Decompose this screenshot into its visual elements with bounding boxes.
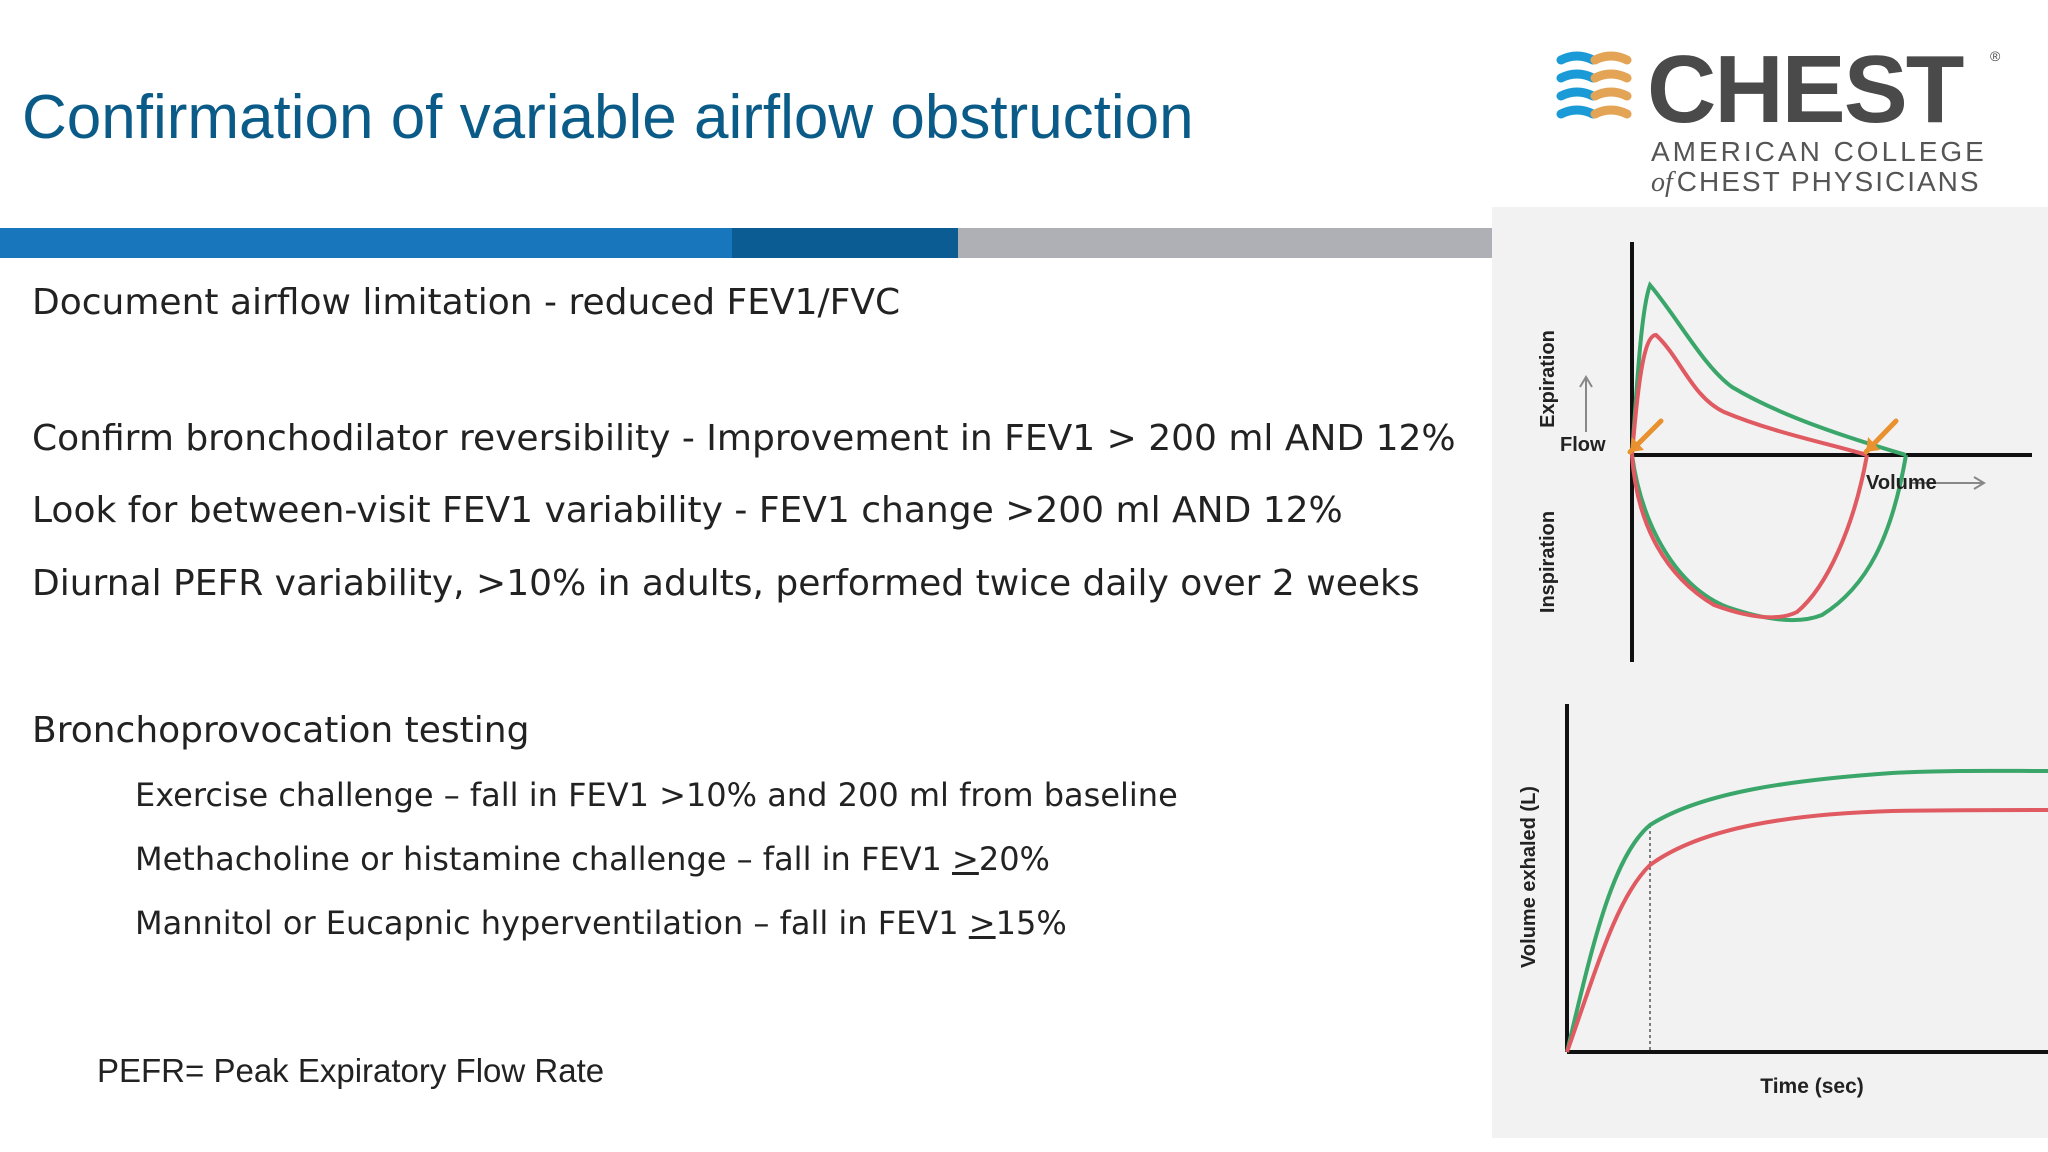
logo-subtitle-line2: of CHEST PHYSICIANS [1651,166,1981,199]
label-flow: Flow [1560,434,1606,456]
logo-subtitle-line2-text: CHEST PHYSICIANS [1676,166,1981,197]
logo-registered-mark: ® [1990,48,2001,64]
bullet-airflow-limitation: Document airflow limitation - reduced FE… [32,282,901,323]
flow-up-arrow-head [1579,375,1593,388]
logo-subtitle-line1: AMERICAN COLLEGE [1651,136,1987,167]
red-volume-curve [1565,808,2048,1053]
flow-volume-loop: Expiration Inspiration Flow Volume [1537,242,2032,662]
logo-wordmark: CHEST [1647,36,1964,143]
sub-bullet-exercise: Exercise challenge – fall in FEV1 >10% a… [135,776,1178,814]
chest-logo-mark-icon [1556,51,1632,119]
label-inspiration: Inspiration [1537,511,1559,613]
sub-bullet-mannitol: Mannitol or Eucapnic hyperventilation – … [135,904,1067,942]
spirometry-figure-svg: Expiration Inspiration Flow Volume Volum… [1518,242,2048,1098]
volume-time-curve: Volume exhaled (L) Time (sec) [1518,704,2048,1098]
header-band-gray [958,228,1492,258]
bullet-between-visit-variability: Look for between-visit FEV1 variability … [32,490,1343,531]
bullet-diurnal-pefr: Diurnal PEFR variability, >10% in adults… [32,563,1420,604]
sub-bullet-methacholine-text: Methacholine or histamine challenge – fa… [135,840,953,878]
sub-bullet-mannitol-symbol: > [968,904,996,942]
green-inspiration-curve [1630,454,1908,622]
slide-title: Confirmation of variable airflow obstruc… [22,83,1194,152]
red-expiration-curve [1630,332,1868,457]
logo-of: of [1651,167,1673,198]
green-expiration-curve [1630,281,1907,457]
sub-bullet-mannitol-value: 15% [995,904,1067,942]
label-volume-exhaled: Volume exhaled (L) [1518,786,1540,968]
header-band-blue [0,228,732,258]
green-volume-curve [1565,768,2048,1053]
orange-arrow-right-head [1866,437,1880,452]
sub-bullet-mannitol-text: Mannitol or Eucapnic hyperventilation – … [135,904,969,942]
footnote: PEFR= Peak Expiratory Flow Rate [97,1052,605,1089]
sub-bullet-methacholine-value: 20% [978,840,1050,878]
label-volume: Volume [1866,472,1937,494]
bullet-bronchoprovocation: Bronchoprovocation testing [32,710,530,751]
spirometry-figure: Expiration Inspiration Flow Volume Volum… [1492,207,2048,1138]
red-inspiration-curve [1630,454,1869,620]
sub-bullet-methacholine: Methacholine or histamine challenge – fa… [135,840,1050,878]
label-time: Time (sec) [1760,1075,1864,1098]
volume-arrow-head [1973,476,1986,490]
header-band-dark-blue [732,228,958,258]
orange-arrow-left-head [1630,437,1644,452]
sub-bullet-methacholine-symbol: > [952,840,979,878]
chest-logo: CHEST ® AMERICAN COLLEGE of CHEST PHYSICI… [1555,42,2015,202]
label-expiration: Expiration [1537,330,1559,428]
bullet-bronchodilator-reversibility: Confirm bronchodilator reversibility - I… [32,418,1456,459]
